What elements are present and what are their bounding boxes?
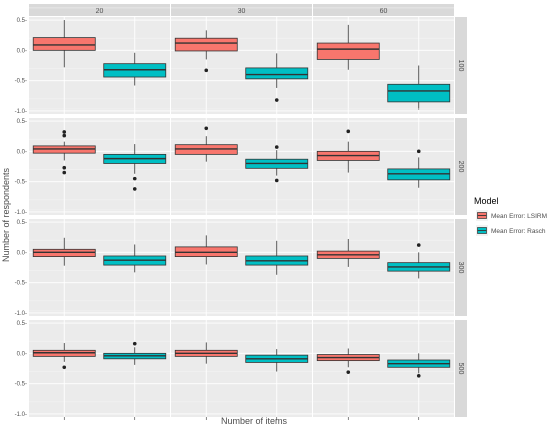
outlier-point bbox=[62, 130, 67, 134]
outlier-point bbox=[416, 149, 421, 154]
row-strip bbox=[455, 17, 467, 114]
outlier-point bbox=[416, 243, 421, 247]
outlier-point bbox=[62, 365, 67, 370]
y-tick-label: 0.0- bbox=[17, 149, 27, 155]
outlier-point bbox=[62, 170, 67, 175]
y-tick-label: 0.0- bbox=[17, 48, 27, 54]
outlier-point bbox=[132, 341, 137, 346]
panel-background bbox=[29, 320, 170, 417]
col-strip-label: 20 bbox=[96, 8, 104, 15]
outlier-point bbox=[416, 373, 421, 378]
legend-items: Mean Error: LSIRM Mean Error: Rasch bbox=[476, 210, 547, 236]
col-strip bbox=[313, 4, 454, 16]
y-tick-label: -0.5- bbox=[15, 79, 27, 85]
y-tick-label: -0.5- bbox=[15, 180, 27, 186]
outlier-point bbox=[62, 133, 67, 138]
y-tick-label: -1.0- bbox=[15, 311, 27, 317]
box bbox=[387, 83, 451, 103]
y-tick-label: 0.5- bbox=[17, 18, 27, 24]
box bbox=[32, 37, 96, 51]
outlier-point bbox=[346, 129, 351, 134]
panel-background bbox=[29, 219, 170, 316]
y-tick-label: 0.5- bbox=[17, 220, 27, 226]
y-tick-label: 0.0- bbox=[17, 250, 27, 256]
y-tick-label: -1.0- bbox=[15, 412, 27, 418]
outlier-point bbox=[346, 370, 351, 374]
panel-background bbox=[313, 118, 454, 215]
x-axis-label: Number of items bbox=[221, 416, 288, 426]
outlier-point bbox=[204, 126, 209, 131]
row-strip-label: 100 bbox=[457, 60, 464, 72]
y-tick-label: -0.5- bbox=[15, 382, 27, 388]
box bbox=[245, 67, 309, 80]
col-strip bbox=[29, 4, 170, 16]
legend-label: Mean Error: Rasch bbox=[491, 228, 546, 235]
row-strip bbox=[455, 320, 467, 417]
box bbox=[174, 37, 238, 52]
panel-background bbox=[171, 219, 312, 316]
panel-background bbox=[171, 320, 312, 417]
y-axis-label: Number of respondents bbox=[1, 167, 11, 262]
panels-layer: 20 30 60 100 0.5- 0.0- -0.5- -1.0- 200 0.5- 0.0- -0… bbox=[15, 4, 467, 420]
panel-background bbox=[29, 118, 170, 215]
y-tick-label: -1.0- bbox=[15, 109, 27, 115]
y-tick-label: -0.5- bbox=[15, 281, 27, 287]
panel-background bbox=[171, 17, 312, 114]
outlier-point bbox=[274, 145, 279, 149]
row-strip bbox=[455, 219, 467, 316]
row-strip-label: 200 bbox=[457, 161, 464, 173]
box bbox=[316, 42, 380, 60]
legend-title: Model bbox=[474, 196, 499, 206]
outlier-point bbox=[274, 178, 279, 183]
col-strip-label: 60 bbox=[380, 8, 388, 15]
col-strip bbox=[171, 4, 312, 16]
outlier-point bbox=[204, 68, 209, 73]
row-strip bbox=[455, 118, 467, 215]
panel-background bbox=[313, 320, 454, 417]
outlier-point bbox=[132, 187, 137, 191]
outlier-point bbox=[274, 98, 279, 102]
y-tick-label: 0.5- bbox=[17, 119, 27, 125]
outlier-point bbox=[132, 176, 137, 181]
y-tick-label: 0.0- bbox=[17, 351, 27, 357]
legend: Model Mean Error: LSIRM Mean Error: Rasch bbox=[474, 196, 547, 236]
row-strip-label: 500 bbox=[457, 363, 464, 375]
legend-label: Mean Error: LSIRM bbox=[491, 213, 547, 220]
y-tick-label: -1.0- bbox=[15, 210, 27, 216]
row-strip-label: 300 bbox=[457, 262, 464, 274]
y-tick-label: 0.5- bbox=[17, 321, 27, 327]
outlier-point bbox=[62, 165, 67, 170]
col-strip-label: 30 bbox=[238, 8, 246, 15]
